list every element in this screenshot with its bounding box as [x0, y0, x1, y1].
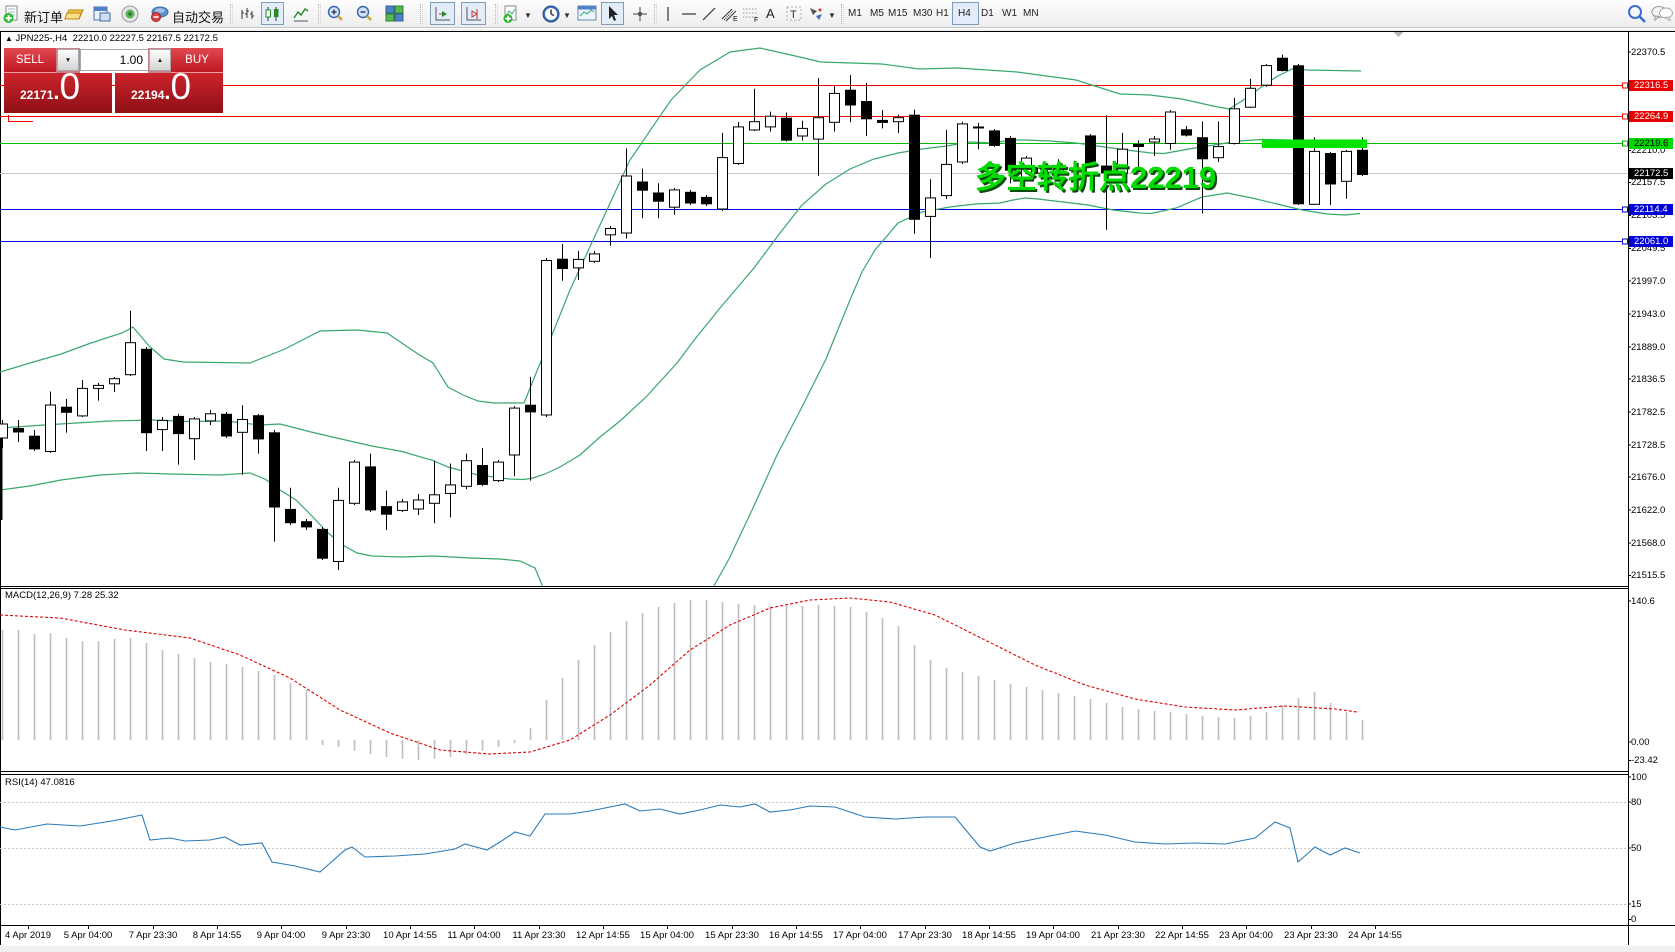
svg-text:T: T	[790, 9, 797, 21]
svg-text:F: F	[754, 17, 758, 23]
svg-text:E: E	[733, 16, 738, 23]
